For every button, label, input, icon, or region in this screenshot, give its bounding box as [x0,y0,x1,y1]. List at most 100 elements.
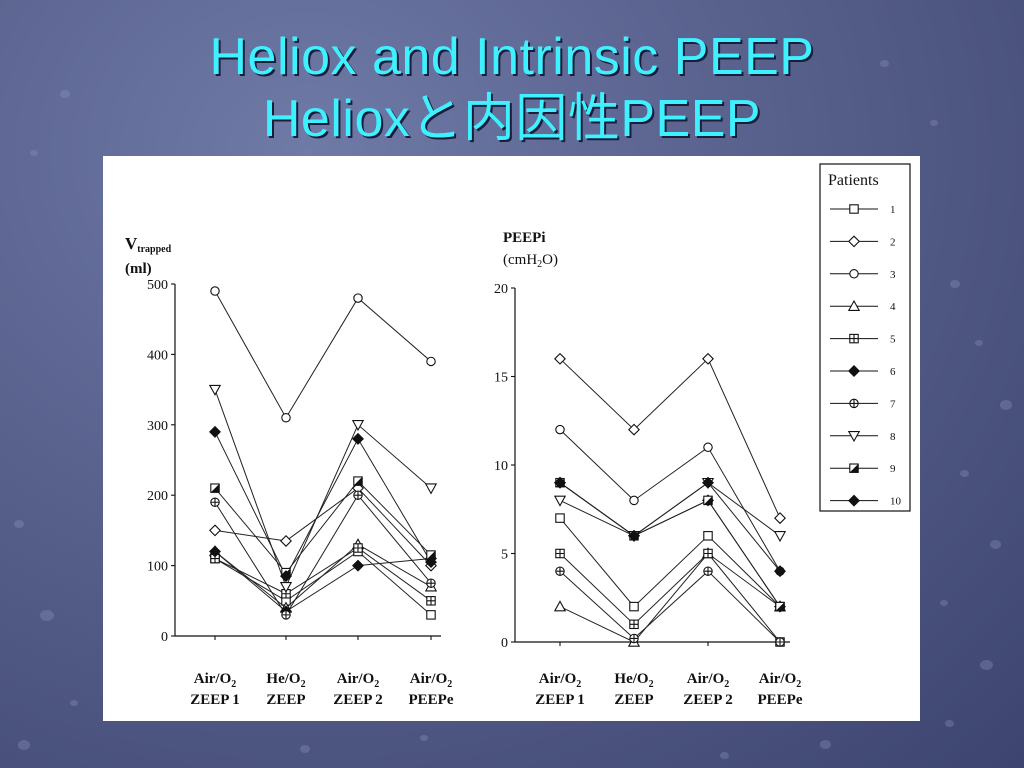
chart-2-y-label: PEEPi [503,230,546,246]
chart-1-series-10-point [280,570,292,583]
legend-box [819,163,911,512]
background-dot [1000,400,1012,410]
slide-title: Heliox and Intrinsic PEEP Helioxと内因性PEEP [0,26,1024,150]
chart-1-series-2-point [280,534,292,547]
chart-2-series-2-point [774,512,786,525]
chart-1-series-9-point-fill [426,550,436,560]
chart-2-y-tick-label: 0 [501,636,508,651]
legend-title: Patients [828,172,879,189]
legend-marker-3 [849,269,859,279]
chart-1-x-label: Air/O2 [337,671,380,690]
chart-2-y-tick-label: 5 [501,548,508,563]
legend-label: 6 [890,366,896,378]
chart-1-series-9-point-fill [353,476,363,486]
chart-2-series-9-line [559,482,781,607]
chart-2-series-10-point [702,476,714,489]
legend-marker-2 [848,235,860,248]
legend-marker-5-cross [849,334,859,343]
chart-2-series-2-point [702,352,714,365]
chart-1-series-3-point [426,356,436,367]
chart-1-y-tick-label: 300 [147,419,168,434]
chart-2-series-5-point-cross [703,549,713,558]
chart-2-series-10-point [628,529,640,542]
background-dot [950,280,960,288]
chart-2-series-4-point [553,600,567,612]
chart-1-series-6-point [352,559,364,572]
chart-1-series-10-line [214,431,432,578]
legend-marker-1 [849,204,859,214]
chart-1-x-label-line2: ZEEP 2 [333,692,383,708]
chart-1-x-label-line2: ZEEP 1 [190,692,240,708]
chart-2-series-8-point [773,531,787,543]
chart-1-series-5-point-cross [353,543,363,553]
chart-2-x-label-line2: ZEEP 2 [683,692,733,708]
chart-2-x-label-line2: ZEEP [614,692,653,708]
legend-label: 1 [890,204,896,216]
legend-marker-10 [848,494,860,507]
chart-1-y-tick-label: 500 [147,278,168,293]
chart-1-series-1-line [214,550,432,616]
chart-1-series-8-point [424,483,438,495]
chart-1-series-9-line [214,480,432,574]
chart-1-x-label: He/O2 [266,671,305,690]
chart-1-series-4-line [214,543,432,609]
chart-2-series-5-line [559,552,781,643]
chart-2-x-label: Air/O2 [539,671,582,690]
chart-2-series-8-point [553,495,567,507]
background-dot [945,720,954,728]
chart-2-series-2-point [554,352,566,365]
chart-2-series-7-point-cross [703,567,713,576]
chart-1-series-7-line [214,494,432,616]
chart-2-x-label: Air/O2 [687,671,730,690]
chart-2-series-10-point [554,476,566,489]
chart-1-x-label: Air/O2 [410,671,453,690]
chart-2-series-3-point [703,442,713,453]
chart-2-x-label: Air/O2 [759,671,802,690]
background-dot [820,740,831,749]
background-dot [300,745,310,753]
chart-2-series-10-line [559,482,781,572]
chart-2-y-tick-label: 15 [494,371,508,386]
background-dot [60,90,70,98]
background-dot [40,610,54,622]
chart-2-y-tick-label: 10 [494,459,508,474]
chart-1-series-7-point-cross [281,610,291,620]
chart-2-series-5-point-cross [629,620,639,629]
chart-2-series-3-point [555,424,565,435]
legend-marker-4 [847,299,861,311]
legend-label: 8 [890,431,896,443]
chart-1-series-7-point-cross [353,491,363,500]
chart-1-series-3-point [210,286,220,296]
chart-1-y-tick-label: 0 [161,630,168,645]
chart-1-series-10-point [352,432,364,445]
legend-marker-7-cross [849,399,859,408]
chart-1-series-8-point [208,384,222,396]
chart-1-series-6-line [214,551,432,612]
chart-1-series-3-point [353,293,363,303]
background-dot [960,470,969,478]
legend-label: 10 [890,496,902,508]
legend-label: 2 [890,236,896,248]
chart-1-y-tick-label: 100 [147,560,168,575]
chart-2-x-label-line2: ZEEP 1 [535,692,585,708]
chart-2-series-3-point [629,495,639,506]
title-line-1: Heliox and Intrinsic PEEP [209,28,815,86]
chart-2-series-7-point-cross [629,634,639,643]
chart-1-series-8-line [214,389,432,589]
chart-1-series-7-point-cross [210,498,220,507]
legend-label: 9 [890,463,896,475]
background-dot [420,735,428,742]
chart-2-y-unit: (cmH2O) [503,252,558,270]
legend-marker-6 [848,365,860,377]
chart-2-y-tick-label: 20 [494,282,508,297]
legend-marker-9-fill [849,464,859,473]
chart-2-series-1-point [629,601,639,612]
background-dot [14,520,24,528]
background-dot [930,120,938,127]
background-dot [975,340,983,347]
background-dot [18,740,30,750]
chart-1-y-tick-label: 400 [147,348,168,363]
chart-2-series-1-point [555,513,565,523]
chart-1-series-10-point [209,425,221,438]
